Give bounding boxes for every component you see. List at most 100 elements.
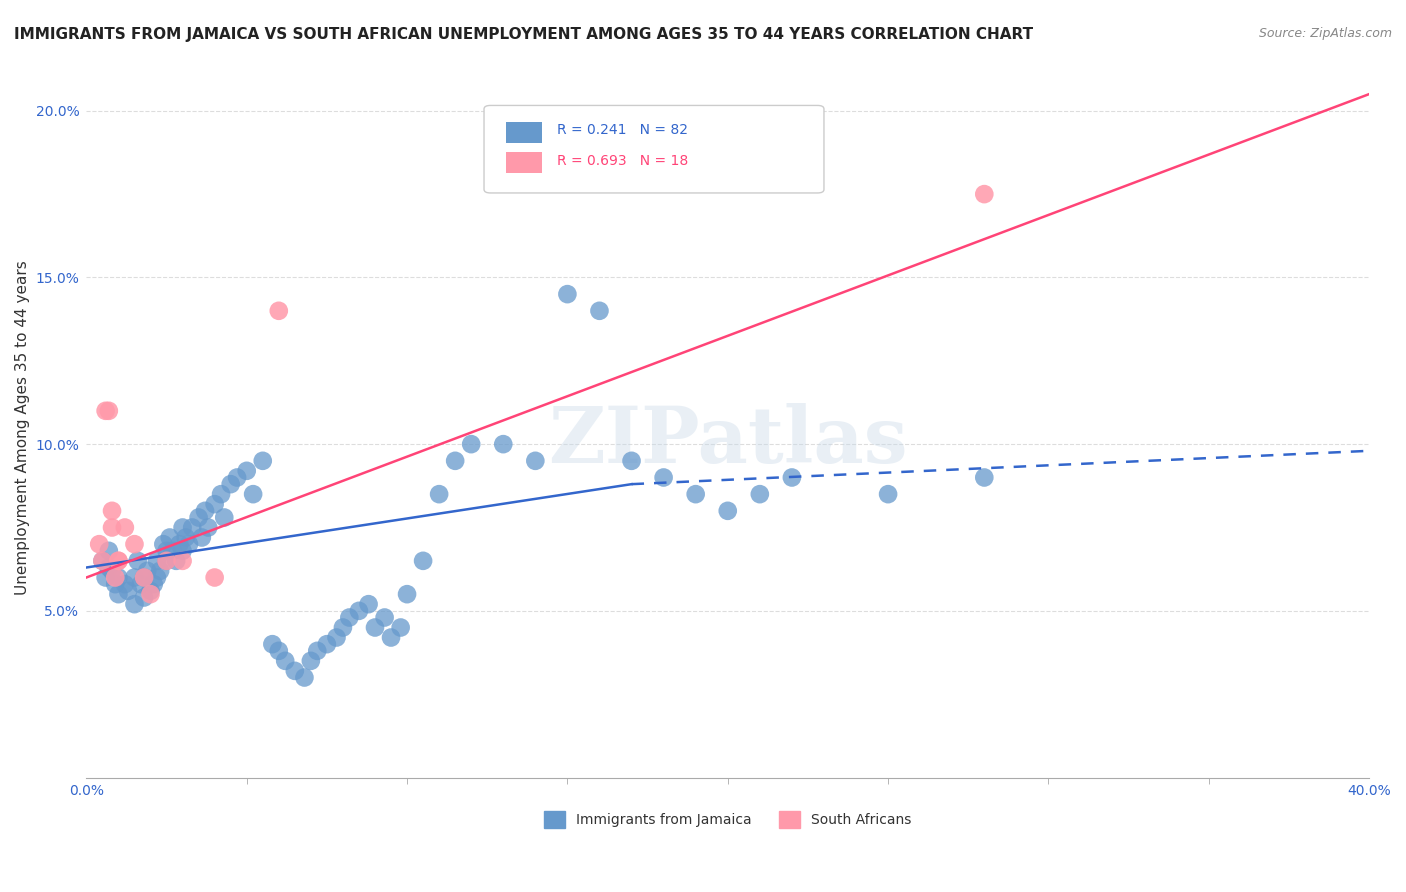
- Point: [557, 287, 579, 301]
- Point: [444, 454, 467, 468]
- Point: [172, 544, 194, 558]
- Point: [132, 570, 155, 584]
- Point: [204, 570, 226, 584]
- Point: [685, 487, 707, 501]
- Point: [136, 564, 159, 578]
- Point: [294, 671, 316, 685]
- Point: [174, 531, 197, 545]
- Point: [149, 564, 172, 578]
- Point: [267, 644, 290, 658]
- FancyBboxPatch shape: [484, 105, 824, 193]
- Point: [132, 591, 155, 605]
- Point: [155, 544, 177, 558]
- Point: [146, 570, 169, 584]
- Text: Source: ZipAtlas.com: Source: ZipAtlas.com: [1258, 27, 1392, 40]
- Point: [412, 554, 434, 568]
- Point: [97, 544, 120, 558]
- Point: [94, 570, 117, 584]
- Point: [226, 470, 249, 484]
- Point: [127, 554, 149, 568]
- Y-axis label: Unemployment Among Ages 35 to 44 years: Unemployment Among Ages 35 to 44 years: [15, 260, 30, 595]
- Point: [172, 520, 194, 534]
- Point: [124, 597, 146, 611]
- Point: [155, 554, 177, 568]
- Point: [262, 637, 284, 651]
- Point: [142, 577, 165, 591]
- Point: [204, 497, 226, 511]
- Point: [181, 520, 204, 534]
- Point: [214, 510, 236, 524]
- Point: [374, 610, 396, 624]
- Point: [89, 537, 111, 551]
- Point: [973, 187, 995, 202]
- Point: [396, 587, 419, 601]
- FancyBboxPatch shape: [506, 121, 541, 143]
- Point: [307, 644, 329, 658]
- Point: [209, 487, 232, 501]
- Point: [91, 554, 114, 568]
- Point: [177, 537, 200, 551]
- Point: [139, 587, 162, 601]
- Point: [315, 637, 337, 651]
- Point: [91, 554, 114, 568]
- Point: [877, 487, 900, 501]
- Point: [97, 404, 120, 418]
- Point: [274, 654, 297, 668]
- Point: [155, 554, 177, 568]
- Point: [252, 454, 274, 468]
- Point: [104, 577, 127, 591]
- FancyBboxPatch shape: [506, 153, 541, 173]
- Point: [347, 604, 370, 618]
- Point: [588, 303, 610, 318]
- Text: ZIPatlas: ZIPatlas: [548, 403, 907, 480]
- Point: [197, 520, 219, 534]
- Point: [107, 554, 129, 568]
- Point: [165, 554, 187, 568]
- Point: [104, 570, 127, 584]
- Point: [194, 504, 217, 518]
- Point: [284, 664, 307, 678]
- Point: [139, 583, 162, 598]
- Point: [117, 583, 139, 598]
- Legend: Immigrants from Jamaica, South Africans: Immigrants from Jamaica, South Africans: [538, 805, 917, 834]
- Point: [97, 560, 120, 574]
- Text: R = 0.693   N = 18: R = 0.693 N = 18: [557, 153, 689, 168]
- Point: [242, 487, 264, 501]
- Point: [364, 620, 387, 634]
- Point: [717, 504, 740, 518]
- Point: [146, 554, 169, 568]
- Point: [219, 477, 242, 491]
- Point: [107, 570, 129, 584]
- Point: [124, 537, 146, 551]
- Point: [973, 470, 995, 484]
- Point: [325, 631, 347, 645]
- Point: [169, 537, 191, 551]
- Point: [187, 510, 209, 524]
- Point: [101, 504, 124, 518]
- Point: [159, 531, 181, 545]
- Point: [114, 577, 136, 591]
- Point: [94, 404, 117, 418]
- Point: [652, 470, 675, 484]
- Text: IMMIGRANTS FROM JAMAICA VS SOUTH AFRICAN UNEMPLOYMENT AMONG AGES 35 TO 44 YEARS : IMMIGRANTS FROM JAMAICA VS SOUTH AFRICAN…: [14, 27, 1033, 42]
- Point: [107, 587, 129, 601]
- Point: [114, 520, 136, 534]
- Point: [107, 554, 129, 568]
- Point: [101, 520, 124, 534]
- Point: [132, 570, 155, 584]
- Point: [524, 454, 547, 468]
- Point: [124, 570, 146, 584]
- Point: [162, 544, 184, 558]
- Point: [101, 564, 124, 578]
- Point: [380, 631, 402, 645]
- Point: [620, 454, 643, 468]
- Point: [332, 620, 354, 634]
- Point: [235, 464, 257, 478]
- Point: [337, 610, 360, 624]
- Point: [191, 531, 214, 545]
- Point: [267, 303, 290, 318]
- Point: [427, 487, 450, 501]
- Point: [460, 437, 482, 451]
- Text: R = 0.241   N = 82: R = 0.241 N = 82: [557, 123, 688, 137]
- Point: [389, 620, 412, 634]
